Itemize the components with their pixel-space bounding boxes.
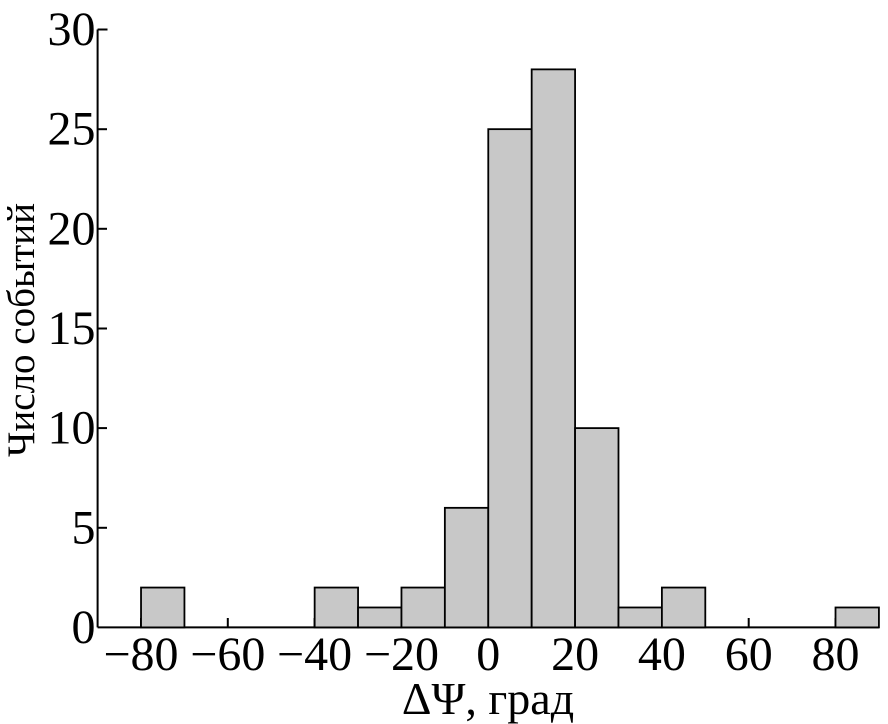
svg-text:15: 15	[48, 302, 96, 355]
svg-text:20: 20	[48, 202, 96, 255]
svg-text:−80: −80	[103, 628, 178, 681]
svg-text:10: 10	[48, 402, 96, 455]
svg-text:25: 25	[48, 103, 96, 156]
svg-text:80: 80	[812, 628, 860, 681]
svg-text:−40: −40	[277, 628, 352, 681]
svg-text:−60: −60	[190, 628, 265, 681]
svg-text:40: 40	[638, 628, 686, 681]
svg-text:5: 5	[72, 501, 96, 554]
svg-text:0: 0	[72, 601, 96, 654]
svg-text:Число событий: Число событий	[0, 203, 43, 457]
svg-text:60: 60	[725, 628, 773, 681]
svg-text:ΔΨ, град: ΔΨ, град	[402, 673, 574, 724]
svg-text:30: 30	[48, 3, 96, 56]
